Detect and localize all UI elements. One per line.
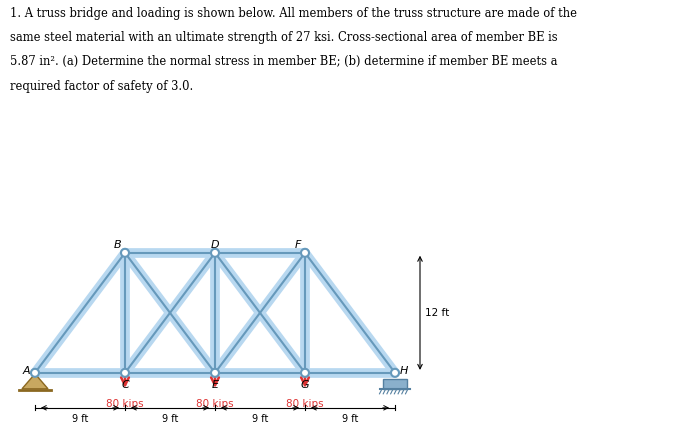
Text: 5.87 in². (a) Determine the normal stress in member BE; (b) determine if member : 5.87 in². (a) Determine the normal stres… xyxy=(10,55,558,68)
Text: D: D xyxy=(211,240,219,250)
Circle shape xyxy=(391,369,399,377)
Text: same steel material with an ultimate strength of 27 ksi. Cross-sectional area of: same steel material with an ultimate str… xyxy=(10,31,558,44)
Text: 9 ft: 9 ft xyxy=(72,414,88,424)
Text: C: C xyxy=(121,380,129,390)
Text: G: G xyxy=(301,380,309,390)
Bar xyxy=(383,379,407,389)
Text: B: B xyxy=(114,240,122,250)
Text: E: E xyxy=(211,380,218,390)
Text: 80 kips: 80 kips xyxy=(286,399,324,409)
Text: F: F xyxy=(295,240,301,250)
Circle shape xyxy=(301,249,309,257)
Circle shape xyxy=(211,369,219,377)
Polygon shape xyxy=(22,374,48,389)
Circle shape xyxy=(121,369,129,377)
Circle shape xyxy=(31,369,39,377)
Text: 80 kips: 80 kips xyxy=(196,399,234,409)
Text: 1. A truss bridge and loading is shown below. All members of the truss structure: 1. A truss bridge and loading is shown b… xyxy=(10,7,578,19)
Text: 80 kips: 80 kips xyxy=(106,399,144,409)
Text: A: A xyxy=(22,366,30,376)
Text: 9 ft: 9 ft xyxy=(342,414,358,424)
Text: required factor of safety of 3.0.: required factor of safety of 3.0. xyxy=(10,80,194,93)
Text: H: H xyxy=(400,366,408,376)
Circle shape xyxy=(121,249,129,257)
Circle shape xyxy=(301,369,309,377)
Text: 9 ft: 9 ft xyxy=(162,414,178,424)
Text: 9 ft: 9 ft xyxy=(252,414,268,424)
Circle shape xyxy=(211,249,219,257)
Text: 12 ft: 12 ft xyxy=(425,308,449,318)
